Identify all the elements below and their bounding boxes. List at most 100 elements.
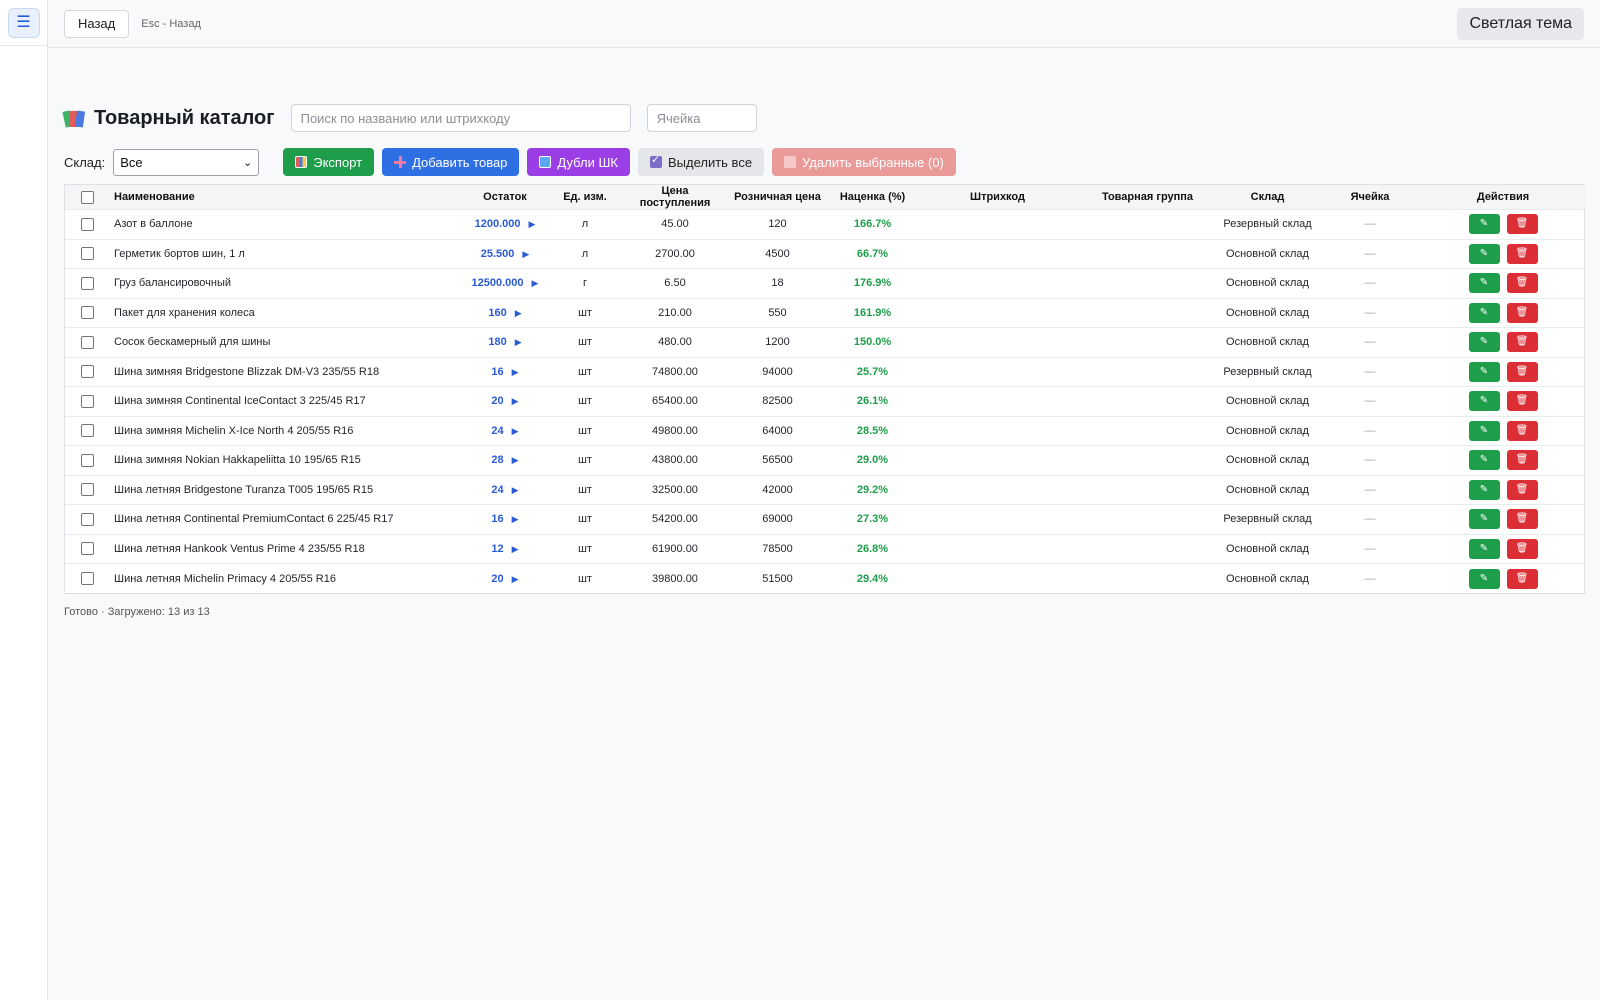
column-header-retail[interactable]: Розничная цена	[734, 191, 821, 203]
stock-value[interactable]: 20	[491, 572, 504, 585]
markup-cell: 25.7%	[856, 365, 889, 378]
row-checkbox[interactable]	[81, 247, 94, 261]
stock-value[interactable]: 16	[491, 513, 504, 526]
stock-value[interactable]: 24	[491, 483, 504, 496]
search-input[interactable]	[290, 104, 631, 132]
row-checkbox[interactable]	[81, 483, 94, 497]
row-checkbox[interactable]	[81, 542, 94, 556]
warehouse-select[interactable]: Все ⌄	[113, 148, 260, 176]
pencil-icon[interactable]: ✎	[1468, 450, 1500, 471]
checkbox-icon	[649, 153, 662, 168]
theme-toggle-button[interactable]: Светлая тема	[1457, 7, 1584, 40]
pencil-icon[interactable]: ✎	[1468, 273, 1500, 294]
actions-cell: ✎ 🗑	[1420, 328, 1586, 358]
trash-icon[interactable]: 🗑	[1506, 273, 1538, 294]
row-checkbox[interactable]	[81, 335, 94, 349]
triangle-right-icon[interactable]: ▶	[528, 219, 536, 230]
stock-value[interactable]: 25.500	[480, 247, 515, 260]
trash-icon[interactable]: 🗑	[1506, 479, 1538, 500]
row-checkbox[interactable]	[81, 276, 94, 290]
row-checkbox[interactable]	[81, 572, 94, 585]
pencil-icon[interactable]: ✎	[1468, 420, 1500, 441]
triangle-right-icon[interactable]: ▶	[511, 366, 519, 377]
row-checkbox[interactable]	[81, 394, 94, 408]
markup-cell: 27.3%	[856, 513, 889, 526]
triangle-right-icon[interactable]: ▶	[514, 337, 522, 348]
triangle-right-icon[interactable]: ▶	[522, 248, 530, 259]
stock-cell: 24 ▶	[465, 475, 545, 505]
row-checkbox[interactable]	[81, 217, 94, 231]
pencil-icon[interactable]: ✎	[1468, 214, 1500, 235]
trash-icon[interactable]: 🗑	[1506, 361, 1538, 382]
stock-value[interactable]: 24	[491, 424, 504, 437]
cost-price-cell: 43800.00	[652, 454, 698, 467]
delete-selected-button[interactable]: Удалить выбранные (0)	[772, 148, 956, 176]
stock-value[interactable]: 28	[491, 454, 504, 467]
column-header-cell[interactable]: Ячейка	[1350, 191, 1390, 203]
column-header-group[interactable]: Товарная группа	[1101, 191, 1194, 203]
add-product-button[interactable]: Добавить товар	[382, 148, 520, 176]
column-header-stock[interactable]: Остаток	[483, 191, 527, 203]
row-checkbox[interactable]	[81, 306, 94, 320]
product-name: Азот в баллоне	[114, 218, 193, 231]
column-header-warehouse[interactable]: Склад	[1250, 191, 1285, 203]
triangle-right-icon[interactable]: ▶	[511, 573, 519, 584]
warehouse-cell: Основной склад	[1226, 277, 1309, 290]
duplicate-barcodes-button[interactable]: Дубли ШК	[527, 148, 630, 176]
trash-icon[interactable]: 🗑	[1506, 243, 1538, 264]
trash-icon[interactable]: 🗑	[1506, 214, 1538, 235]
triangle-right-icon[interactable]: ▶	[511, 543, 519, 554]
triangle-right-icon[interactable]: ▶	[511, 514, 519, 525]
export-button[interactable]: Экспорт	[283, 148, 375, 176]
trash-icon[interactable]: 🗑	[1506, 568, 1538, 589]
stock-value[interactable]: 12500.000	[471, 277, 524, 290]
stock-value[interactable]: 16	[491, 365, 504, 378]
trash-icon[interactable]: 🗑	[1506, 509, 1538, 530]
triangle-right-icon[interactable]: ▶	[514, 307, 522, 318]
pencil-icon[interactable]: ✎	[1468, 361, 1500, 382]
select-all-button[interactable]: Выделить все	[637, 148, 765, 176]
pencil-icon[interactable]: ✎	[1468, 568, 1500, 589]
triangle-right-icon[interactable]: ▶	[511, 455, 519, 466]
cell-location-cell: —	[1364, 247, 1376, 260]
stock-value[interactable]: 20	[491, 395, 504, 408]
pencil-icon[interactable]: ✎	[1468, 243, 1500, 264]
hamburger-menu-icon[interactable]: ☰	[7, 7, 40, 38]
pencil-icon[interactable]: ✎	[1468, 538, 1500, 559]
trash-icon[interactable]: 🗑	[1506, 538, 1538, 559]
pencil-icon[interactable]: ✎	[1468, 332, 1500, 353]
select-all-checkbox[interactable]	[81, 190, 94, 204]
stock-value[interactable]: 12	[491, 542, 504, 555]
stock-value[interactable]: 180	[488, 336, 507, 349]
trash-icon[interactable]: 🗑	[1506, 391, 1538, 412]
pencil-icon[interactable]: ✎	[1468, 479, 1500, 500]
warehouse-cell: Основной склад	[1226, 483, 1309, 496]
stock-value[interactable]: 160	[488, 306, 507, 319]
stock-value[interactable]: 1200.000	[474, 218, 521, 231]
row-checkbox[interactable]	[81, 365, 94, 379]
markup-cell: 150.0%	[853, 336, 892, 349]
back-button[interactable]: Назад	[64, 9, 130, 38]
triangle-right-icon[interactable]: ▶	[511, 425, 519, 436]
triangle-right-icon[interactable]: ▶	[531, 278, 539, 289]
triangle-right-icon[interactable]: ▶	[511, 484, 519, 495]
trash-icon[interactable]: 🗑	[1506, 450, 1538, 471]
column-header-barcode[interactable]: Штрихкод	[970, 191, 1025, 203]
row-checkbox[interactable]	[81, 453, 94, 467]
product-group-cell	[1080, 239, 1215, 269]
trash-icon[interactable]: 🗑	[1506, 332, 1538, 353]
row-checkbox[interactable]	[81, 512, 94, 526]
trash-icon[interactable]: 🗑	[1506, 302, 1538, 323]
pencil-icon[interactable]: ✎	[1468, 391, 1500, 412]
table-row: Герметик бортов шин, 1 л 25.500 ▶ л 2700.…	[65, 239, 1586, 269]
column-header-cost[interactable]: Цена поступления	[639, 185, 711, 209]
pencil-icon[interactable]: ✎	[1468, 509, 1500, 530]
cell-filter-input[interactable]	[646, 104, 757, 132]
trash-icon[interactable]: 🗑	[1506, 420, 1538, 441]
triangle-right-icon[interactable]: ▶	[511, 396, 519, 407]
column-header-name[interactable]: Наименование	[114, 191, 195, 203]
row-checkbox[interactable]	[81, 424, 94, 438]
column-header-unit[interactable]: Ед. изм.	[563, 191, 607, 203]
column-header-markup[interactable]: Наценка (%)	[839, 191, 906, 203]
pencil-icon[interactable]: ✎	[1468, 302, 1500, 323]
